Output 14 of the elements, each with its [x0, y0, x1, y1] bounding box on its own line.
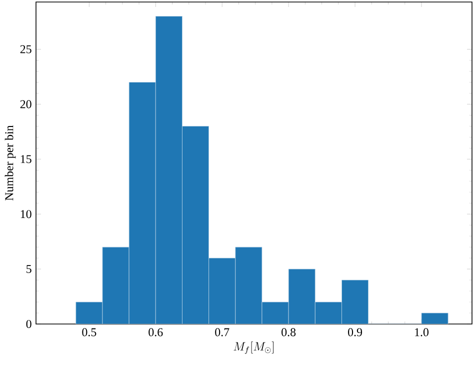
y-tick-label: 10: [20, 210, 32, 218]
y-tick-label: 15: [20, 155, 32, 164]
x-tick-label: 0.8: [282, 328, 296, 336]
y-tick-label: 5: [26, 265, 32, 274]
x-tick-label: 0.7: [215, 328, 230, 336]
x-tick-label: 0.5: [82, 328, 96, 336]
x-axis-title: $M_f [M_\odot]$: [234, 341, 274, 354]
x-tick-label: 0.6: [148, 328, 163, 336]
x-tick-label: 0.9: [348, 328, 362, 336]
x-tick-label: 1.0: [415, 328, 429, 336]
y-axis-title: Number per bin: [4, 125, 16, 200]
y-tick-label: 20: [20, 100, 32, 108]
y-tick-label: 25: [20, 45, 32, 54]
y-tick-label: 0: [26, 320, 32, 328]
